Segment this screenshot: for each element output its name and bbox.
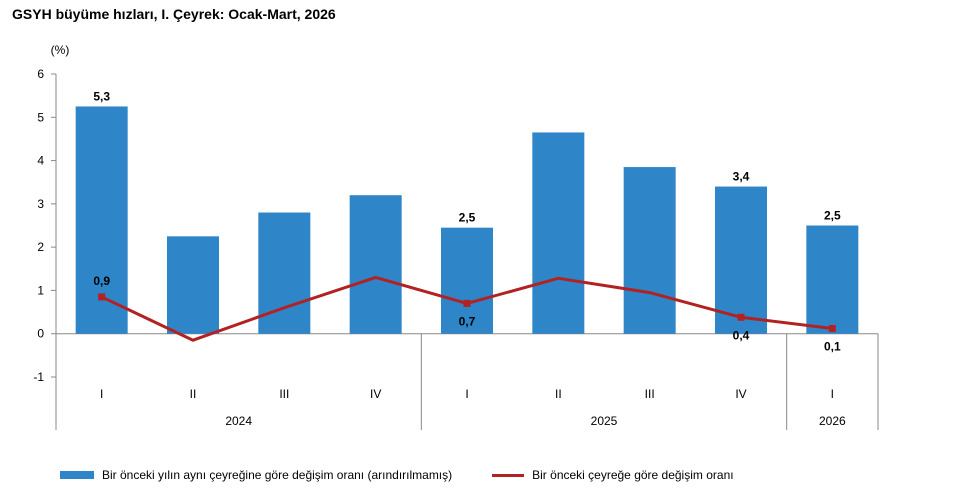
x-tick-label: III	[645, 387, 655, 401]
line-marker	[737, 313, 745, 321]
bar	[532, 132, 585, 334]
legend-bar-swatch	[60, 471, 94, 479]
y-tick-label: 6	[37, 67, 44, 81]
bar-data-label: 2,5	[824, 209, 841, 223]
y-tick-label: 3	[37, 197, 44, 211]
y-tick-label: 4	[37, 154, 44, 168]
x-tick-label: IV	[735, 387, 746, 401]
y-axis-unit-label: (%)	[51, 43, 70, 57]
line-marker	[463, 299, 471, 307]
x-group-label: 2026	[819, 414, 846, 428]
line-data-label: 0,4	[733, 328, 750, 342]
line-marker	[828, 325, 836, 333]
bar-data-label: 2,5	[459, 211, 476, 225]
x-tick-label: II	[190, 387, 197, 401]
line-marker	[98, 293, 106, 301]
x-tick-label: I	[100, 387, 103, 401]
line-data-label: 0,1	[824, 340, 841, 354]
line-data-label: 0,7	[459, 314, 476, 328]
x-tick-label: I	[465, 387, 468, 401]
y-tick-label: -1	[33, 370, 44, 384]
legend-item-annual: Bir önceki yılın aynı çeyreğine göre değ…	[60, 468, 452, 482]
legend: Bir önceki yılın aynı çeyreğine göre değ…	[60, 468, 774, 482]
legend-label-quarterly: Bir önceki çeyreğe göre değişim oranı	[532, 468, 734, 482]
y-tick-label: 5	[37, 110, 44, 124]
x-tick-label: III	[279, 387, 289, 401]
bar	[623, 167, 676, 334]
y-tick-label: 1	[37, 283, 44, 297]
bar	[167, 236, 219, 334]
bar	[806, 225, 859, 334]
legend-label-annual: Bir önceki yılın aynı çeyreğine göre değ…	[102, 468, 453, 482]
bar	[715, 186, 767, 334]
x-group-label: 2025	[591, 414, 618, 428]
x-tick-label: IV	[370, 387, 381, 401]
bar-data-label: 3,4	[733, 170, 750, 184]
legend-item-quarterly: Bir önceki çeyreğe göre değişim oranı	[492, 468, 734, 482]
bar-data-label: 5,3	[93, 89, 110, 103]
bar	[349, 195, 402, 334]
y-tick-label: 2	[37, 240, 44, 254]
y-tick-label: 0	[37, 327, 44, 341]
bar	[441, 227, 493, 334]
legend-line-swatch	[492, 473, 525, 477]
x-tick-label: II	[555, 387, 562, 401]
chart-title: GSYH büyüme hızları, I. Çeyrek: Ocak-Mar…	[12, 6, 336, 22]
line-data-label: 0,9	[93, 274, 110, 288]
x-group-label: 2024	[225, 414, 252, 428]
x-tick-label: I	[831, 387, 834, 401]
